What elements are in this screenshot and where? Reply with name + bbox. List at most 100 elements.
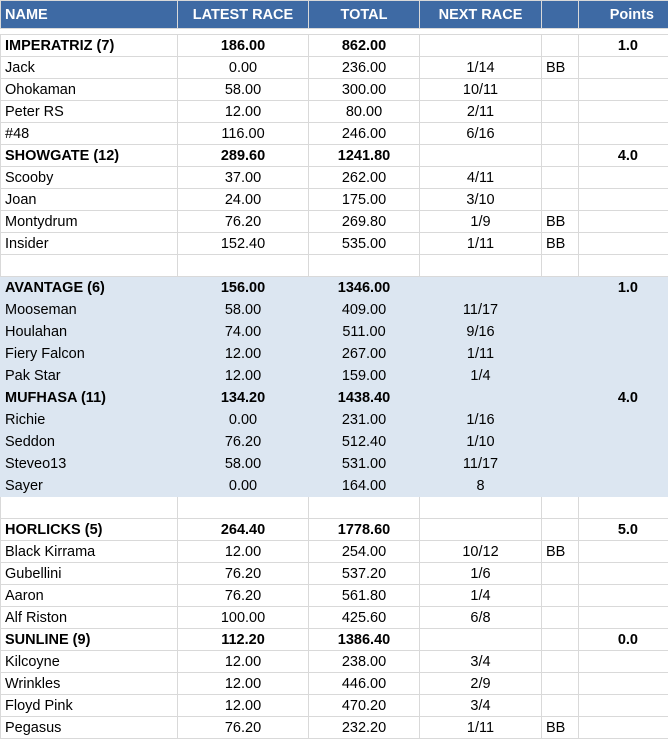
next-race-cell: 3/10: [419, 188, 542, 211]
points-cell: [578, 78, 668, 101]
total-cell: 236.00: [308, 56, 420, 79]
next-race-cell: [419, 518, 542, 541]
points-cell: [578, 452, 668, 475]
latest-race-cell: 37.00: [177, 166, 309, 189]
next-race-cell: 6/16: [419, 122, 542, 145]
points-cell: [578, 430, 668, 453]
name-cell: Alf Riston: [0, 606, 178, 629]
header-next-race: NEXT RACE: [419, 0, 542, 29]
total-cell: 232.20: [308, 716, 420, 739]
points-cell: [578, 232, 668, 255]
latest-race-cell: 12.00: [177, 100, 309, 123]
team-row: MUFHASA (11) 134.20 1438.40 4.0: [0, 386, 668, 409]
total-cell: 537.20: [308, 562, 420, 585]
flag-cell: [541, 100, 579, 123]
player-row: Richie 0.00 231.00 1/16: [0, 408, 668, 431]
player-row: Montydrum 76.20 269.80 1/9 BB: [0, 210, 668, 233]
next-race-cell: 1/11: [419, 232, 542, 255]
player-row: Scooby 37.00 262.00 4/11: [0, 166, 668, 189]
name-cell: Jack: [0, 56, 178, 79]
points-cell: [578, 298, 668, 321]
header-row: NAME LATEST RACE TOTAL NEXT RACE Points: [0, 0, 668, 29]
total-cell: 262.00: [308, 166, 420, 189]
flag-cell: [541, 298, 579, 321]
flag-cell: [541, 342, 579, 365]
total-cell: 511.00: [308, 320, 420, 343]
player-row: Pak Star 12.00 159.00 1/4: [0, 364, 668, 387]
next-race-cell: 1/6: [419, 562, 542, 585]
name-cell: Houlahan: [0, 320, 178, 343]
latest-race-cell: 12.00: [177, 672, 309, 695]
total-cell: 267.00: [308, 342, 420, 365]
latest-race-cell: 24.00: [177, 188, 309, 211]
name-cell: MUFHASA (11): [0, 386, 178, 409]
next-race-cell: 6/8: [419, 606, 542, 629]
next-race-cell: 1/9: [419, 210, 542, 233]
player-row: Steveo13 58.00 531.00 11/17: [0, 452, 668, 475]
points-cell: [578, 342, 668, 365]
flag-cell: [541, 584, 579, 607]
next-race-cell: [419, 496, 542, 519]
next-race-cell: 3/4: [419, 650, 542, 673]
name-cell: Joan: [0, 188, 178, 211]
spacer-row: [0, 254, 668, 277]
total-cell: 269.80: [308, 210, 420, 233]
points-cell: [578, 562, 668, 585]
next-race-cell: 8: [419, 474, 542, 497]
flag-cell: [541, 672, 579, 695]
name-cell: Kilcoyne: [0, 650, 178, 673]
latest-race-cell: 264.40: [177, 518, 309, 541]
name-cell: Pegasus: [0, 716, 178, 739]
points-cell: 5.0: [578, 518, 668, 541]
next-race-cell: 11/17: [419, 298, 542, 321]
latest-race-cell: 112.20: [177, 628, 309, 651]
next-race-cell: 10/12: [419, 540, 542, 563]
points-cell: [578, 122, 668, 145]
player-row: Insider 152.40 535.00 1/11 BB: [0, 232, 668, 255]
header-latest-race: LATEST RACE: [177, 0, 309, 29]
points-cell: [578, 474, 668, 497]
name-cell: SUNLINE (9): [0, 628, 178, 651]
team-row: SHOWGATE (12) 289.60 1241.80 4.0: [0, 144, 668, 167]
name-cell: Aaron: [0, 584, 178, 607]
flag-cell: BB: [541, 232, 579, 255]
flag-cell: BB: [541, 56, 579, 79]
name-cell: Floyd Pink: [0, 694, 178, 717]
flag-cell: [541, 430, 579, 453]
name-cell: Fiery Falcon: [0, 342, 178, 365]
spacer-row: [0, 496, 668, 519]
points-cell: [578, 408, 668, 431]
player-row: Seddon 76.20 512.40 1/10: [0, 430, 668, 453]
total-cell: 470.20: [308, 694, 420, 717]
next-race-cell: [419, 628, 542, 651]
next-race-cell: 4/11: [419, 166, 542, 189]
flag-cell: [541, 496, 579, 519]
name-cell: Scooby: [0, 166, 178, 189]
points-cell: 1.0: [578, 34, 668, 57]
next-race-cell: 1/11: [419, 716, 542, 739]
total-cell: 531.00: [308, 452, 420, 475]
total-cell: 238.00: [308, 650, 420, 673]
latest-race-cell: [177, 254, 309, 277]
player-row: Gubellini 76.20 537.20 1/6: [0, 562, 668, 585]
next-race-cell: 1/4: [419, 364, 542, 387]
name-cell: Wrinkles: [0, 672, 178, 695]
points-cell: [578, 100, 668, 123]
points-cell: [578, 606, 668, 629]
next-race-cell: [419, 254, 542, 277]
flag-cell: [541, 320, 579, 343]
header-total: TOTAL: [308, 0, 420, 29]
total-cell: 1241.80: [308, 144, 420, 167]
points-cell: [578, 364, 668, 387]
next-race-cell: [419, 144, 542, 167]
next-race-cell: 3/4: [419, 694, 542, 717]
total-cell: 246.00: [308, 122, 420, 145]
points-cell: [578, 584, 668, 607]
points-cell: [578, 716, 668, 739]
player-row: Jack 0.00 236.00 1/14 BB: [0, 56, 668, 79]
next-race-cell: 1/16: [419, 408, 542, 431]
flag-cell: BB: [541, 210, 579, 233]
name-cell: [0, 496, 178, 519]
next-race-cell: 1/14: [419, 56, 542, 79]
